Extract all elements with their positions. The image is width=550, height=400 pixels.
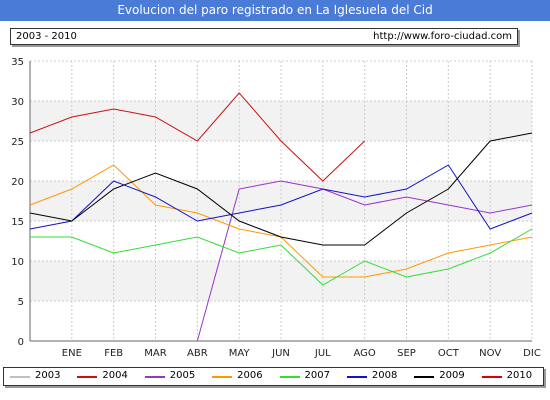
- line-chart: 0 5 10 15 20 25 30 35 ENE FEB MAR ABR MAY JUN JUL AGO SE…: [11, 57, 541, 359]
- legend-swatch: [212, 376, 233, 378]
- y-tick-label: 35: [11, 57, 24, 68]
- legend-label: 2010: [506, 370, 533, 381]
- x-tick-label: NOV: [479, 348, 501, 359]
- x-tick-label: FEB: [104, 348, 123, 359]
- legend-swatch: [414, 376, 435, 378]
- source-url[interactable]: http://www.foro-ciudad.com: [373, 31, 512, 42]
- legend-item-2010: 2010: [476, 368, 543, 385]
- series-line-2005: [196, 180, 533, 342]
- legend-label: 2006: [237, 370, 263, 381]
- legend-item-2007: 2007: [274, 368, 341, 385]
- x-tick-label: ENE: [62, 348, 82, 359]
- x-tick-label: JUL: [314, 348, 331, 359]
- legend-swatch: [10, 376, 30, 378]
- legend-item-2003: 2003: [4, 368, 71, 385]
- legend-swatch: [279, 376, 300, 378]
- y-tick-label: 20: [11, 177, 24, 188]
- series-line-2008: [29, 164, 533, 230]
- x-tick-label: OCT: [438, 348, 460, 359]
- y-tick-label: 5: [18, 297, 24, 308]
- x-tick-label: JUN: [271, 348, 290, 359]
- legend-swatch: [481, 376, 502, 378]
- y-tick-label: 25: [11, 137, 24, 148]
- range-bar: 2003 - 2010 http://www.foro-ciudad.com: [10, 28, 518, 45]
- legend-item-2004: 2004: [71, 368, 138, 385]
- legend-item-2005: 2005: [139, 368, 206, 385]
- series-line-2007: [30, 228, 533, 286]
- x-tick-label: ABR: [187, 348, 208, 359]
- legend-label: 2003: [35, 370, 61, 381]
- legend-item-2006: 2006: [206, 368, 273, 385]
- legend-label: 2004: [102, 370, 128, 381]
- legend-swatch: [144, 376, 165, 378]
- chart-title-bar: Evolucion del paro registrado en La Igle…: [0, 0, 550, 21]
- legend-swatch: [346, 376, 367, 378]
- legend-swatch: [77, 376, 98, 378]
- y-tick-label: 30: [11, 97, 24, 108]
- x-tick-label: DIC: [523, 348, 541, 359]
- legend-label: 2009: [439, 370, 465, 381]
- chart-legend: 2003 2004 2005 2006 2007 2008 2009 2010: [3, 367, 544, 386]
- x-tick-label: MAY: [229, 348, 251, 359]
- x-tick-label: AGO: [354, 348, 376, 359]
- legend-label: 2007: [304, 370, 330, 381]
- legend-item-2009: 2009: [408, 368, 475, 385]
- series-line-2009: [29, 132, 533, 246]
- chart-title: Evolucion del paro registrado en La Igle…: [117, 3, 433, 17]
- y-tick-label: 10: [11, 257, 24, 268]
- year-range: 2003 - 2010: [16, 31, 77, 42]
- x-tick-label: SEP: [397, 348, 416, 359]
- y-tick-label: 0: [18, 337, 24, 348]
- y-tick-label: 15: [11, 217, 24, 228]
- legend-label: 2008: [371, 370, 398, 381]
- x-tick-label: MAR: [144, 348, 166, 359]
- legend-item-2008: 2008: [341, 368, 408, 385]
- series-line-2004: [29, 92, 366, 182]
- legend-label: 2005: [169, 370, 196, 381]
